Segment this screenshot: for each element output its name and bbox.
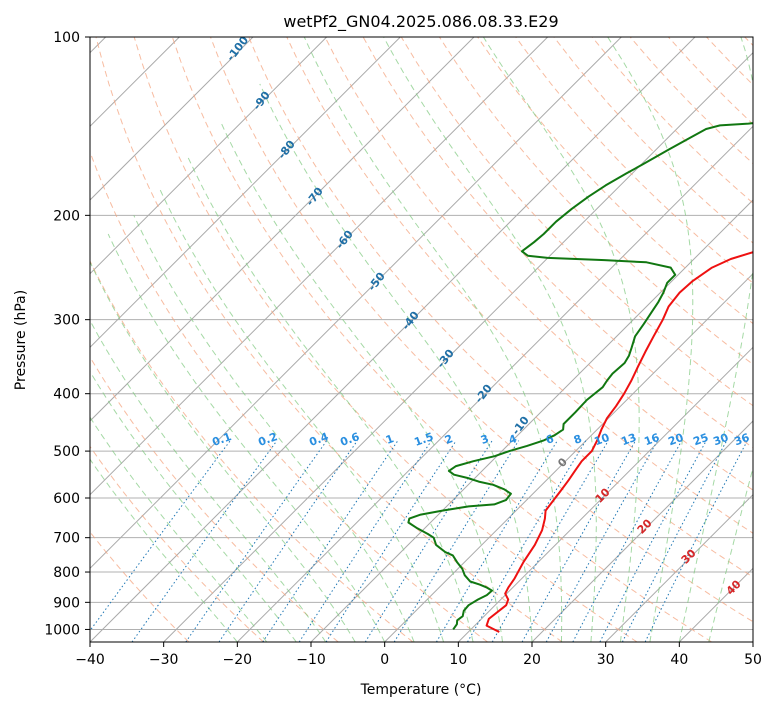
x-tick-label: 50 (744, 652, 762, 668)
x-tick-label: −40 (75, 652, 105, 668)
dewpoint-profile-line (407, 122, 753, 630)
isotherm-line (90, 37, 622, 570)
chart-title: wetPf2_GN04.2025.086.08.33.E29 (283, 12, 558, 32)
isotherm-line (384, 272, 753, 642)
dry-adiabat-line (90, 445, 264, 642)
y-tick-label: 200 (53, 208, 80, 224)
isotherm-line (90, 37, 254, 201)
y-tick-label: 400 (53, 387, 80, 403)
x-axis-label: Temperature (°C) (360, 682, 482, 698)
mixing-ratio-line (90, 440, 231, 632)
moist-adiabat-line (90, 458, 238, 642)
mixing-ratio-label: 13 (619, 431, 638, 448)
mixing-ratio-label: 8 (572, 432, 584, 447)
mixing-ratio-label: 1 (384, 432, 396, 447)
x-tick-label: −30 (149, 652, 179, 668)
mixing-ratio-label: 0.1 (210, 430, 233, 449)
isotherm-line (90, 37, 401, 349)
mixing-ratio-label: 25 (691, 431, 710, 448)
mixing-ratio-line (131, 440, 278, 642)
dry-adiabat-line (515, 37, 753, 284)
moist-adiabat-line (482, 37, 640, 642)
mixing-ratio-line (572, 440, 683, 642)
dry-adiabat-line (95, 37, 563, 642)
x-tick-label: 40 (670, 652, 688, 668)
y-axis-label: Pressure (hPa) (13, 290, 29, 390)
mixing-ratio-label: 16 (642, 431, 661, 449)
isotherm-line (90, 37, 475, 422)
moist-adiabat-line (90, 416, 268, 642)
isotherm-line (236, 125, 753, 642)
dry-adiabat-line (90, 356, 339, 642)
moist-adiabat-line (107, 233, 386, 642)
mixing-ratio-label: 1.5 (412, 430, 435, 449)
isotherm-line (531, 420, 753, 642)
x-tick-label: 30 (597, 652, 615, 668)
mixing-ratio-label: 20 (666, 431, 685, 449)
y-tick-label: 900 (53, 595, 80, 611)
dry-adiabat-line (210, 37, 753, 623)
y-tick-label: 500 (53, 444, 80, 460)
dry-adiabat-line (286, 37, 753, 534)
x-tick-label: −10 (296, 652, 326, 668)
mixing-ratio-label: 10 (592, 431, 611, 449)
isotherm-line (163, 51, 753, 642)
dry-adiabat-line (90, 259, 414, 642)
y-tick-label: 700 (53, 531, 80, 547)
mixing-ratio-label: 0.2 (256, 430, 279, 449)
isotherm-line (90, 37, 549, 496)
mixing-ratio-label: 6 (544, 432, 556, 447)
y-tick-label: 600 (53, 491, 80, 507)
y-tick-label: 300 (53, 313, 80, 329)
moist-adiabat-line (90, 370, 297, 642)
x-tick-label: 10 (449, 652, 467, 668)
mixing-ratio-label: 0.6 (338, 430, 361, 449)
moist-adiabat-line (90, 319, 327, 642)
mixing-ratio-label: 2 (443, 432, 455, 447)
mixing-ratio-line (393, 440, 520, 642)
moist-adiabat-line (678, 37, 753, 642)
mixing-ratio-line (298, 440, 432, 642)
x-tick-label: −20 (223, 652, 253, 668)
isotherm-line (90, 37, 696, 642)
mixing-ratio-label: 30 (711, 431, 730, 449)
mixing-ratio-line (364, 440, 493, 642)
mixing-ratio-line (185, 440, 328, 642)
moist-adiabat-line (90, 260, 356, 642)
mixing-ratio-line (325, 440, 457, 642)
mixing-ratio-label: 36 (732, 431, 751, 449)
mixing-ratio-line (491, 440, 609, 642)
moist-adiabat-line (221, 123, 503, 642)
moist-adiabat-line (133, 215, 415, 642)
mixing-ratio-line (435, 440, 558, 642)
plot-frame (89, 36, 754, 643)
dry-adiabat-line (133, 37, 638, 642)
dry-adiabat-line (248, 37, 753, 578)
mixing-ratio-label: 4 (507, 432, 519, 447)
temperature-profile-line (485, 251, 753, 633)
y-tick-label: 800 (53, 565, 80, 581)
mixing-ratio-line (521, 440, 637, 642)
mixing-ratio-label: 0.4 (307, 430, 330, 449)
mixing-ratio-line (262, 440, 399, 642)
moist-adiabat-line (383, 37, 597, 642)
moist-adiabat-line (158, 187, 445, 642)
moist-adiabat-line (303, 37, 563, 642)
isotherm-line (90, 37, 328, 275)
moist-adiabat-line (708, 466, 753, 642)
mixing-ratio-line (467, 440, 587, 642)
mixing-ratio-line (545, 440, 659, 642)
x-tick-label: 20 (523, 652, 541, 668)
isotherm-line (605, 493, 753, 642)
x-tick-label: 0 (380, 652, 389, 668)
y-tick-label: 1000 (44, 622, 80, 638)
mixing-ratio-label: 3 (479, 432, 491, 447)
mixing-ratio-line (644, 440, 748, 642)
y-tick-label: 100 (53, 30, 80, 46)
